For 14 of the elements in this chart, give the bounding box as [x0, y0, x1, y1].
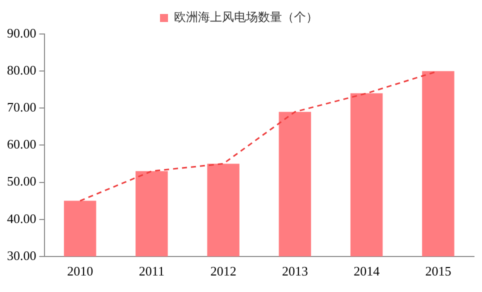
- legend-label: 欧洲海上风电场数量（个）: [174, 10, 318, 24]
- y-tick-label: 90.00: [7, 25, 36, 40]
- x-tick-label: 2013: [282, 264, 308, 279]
- y-tick-label: 30.00: [7, 248, 36, 263]
- x-tick-label: 2012: [210, 264, 236, 279]
- x-tick-label: 2014: [354, 264, 380, 279]
- y-tick-label: 70.00: [7, 100, 36, 115]
- y-tick-label: 50.00: [7, 174, 36, 189]
- x-tick-label: 2015: [425, 264, 452, 279]
- x-tick-label: 2010: [67, 264, 94, 279]
- y-tick-label: 40.00: [7, 210, 36, 226]
- y-tick-label: 80.00: [7, 62, 36, 78]
- x-tick-label: 2011: [138, 264, 164, 279]
- y-tick-label: 60.00: [7, 136, 36, 152]
